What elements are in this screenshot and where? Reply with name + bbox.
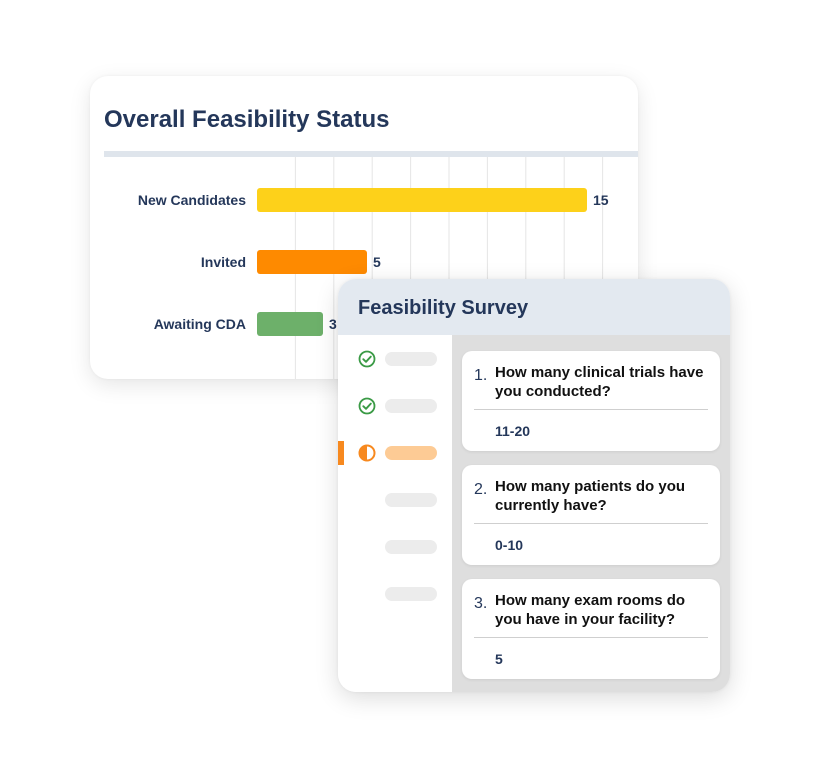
question-divider bbox=[474, 523, 708, 524]
survey-step-bar bbox=[385, 587, 437, 601]
survey-step-2[interactable] bbox=[338, 394, 452, 418]
survey-step-5[interactable] bbox=[338, 535, 452, 559]
question-text: How many exam rooms do you have in your … bbox=[495, 592, 686, 628]
survey-question-list: 1. How many clinical trials have you con… bbox=[452, 335, 730, 692]
survey-step-list bbox=[338, 335, 452, 692]
check-circle-icon bbox=[358, 397, 376, 415]
survey-step-6[interactable] bbox=[338, 582, 452, 606]
chart-bar bbox=[257, 312, 323, 336]
question-divider bbox=[474, 409, 708, 410]
status-card-divider bbox=[104, 151, 638, 157]
survey-header: Feasibility Survey bbox=[338, 279, 730, 335]
question-card-3[interactable]: 3. How many exam rooms do you have in yo… bbox=[462, 579, 720, 679]
question-card-1[interactable]: 1. How many clinical trials have you con… bbox=[462, 351, 720, 451]
survey-step-bar bbox=[385, 540, 437, 554]
chart-bar bbox=[257, 250, 367, 274]
half-circle-icon bbox=[358, 444, 376, 462]
question-answer[interactable]: 11-20 bbox=[495, 423, 531, 439]
chart-category-label: Invited bbox=[201, 254, 246, 270]
chart-value-label: 3 bbox=[329, 316, 337, 332]
survey-step-bar bbox=[385, 493, 437, 507]
question-text: How many patients do you currently have? bbox=[495, 478, 686, 514]
question-answer[interactable]: 5 bbox=[495, 651, 503, 667]
question-number: 3. bbox=[474, 595, 488, 612]
survey-step-4[interactable] bbox=[338, 488, 452, 512]
question-number: 2. bbox=[474, 481, 488, 498]
chart-bar bbox=[257, 188, 587, 212]
question-divider bbox=[474, 637, 708, 638]
feasibility-survey-card: Feasibility Survey bbox=[338, 279, 730, 692]
question-number: 1. bbox=[474, 367, 488, 384]
survey-title: Feasibility Survey bbox=[358, 297, 529, 319]
active-step-marker bbox=[338, 441, 344, 465]
survey-step-1[interactable] bbox=[338, 347, 452, 371]
chart-value-label: 15 bbox=[593, 192, 609, 208]
check-circle-icon bbox=[358, 350, 376, 368]
survey-step-bar bbox=[385, 352, 437, 366]
question-text: How many clinical trials have you conduc… bbox=[495, 364, 704, 400]
chart-value-label: 5 bbox=[373, 254, 381, 270]
question-answer[interactable]: 0-10 bbox=[495, 537, 524, 553]
question-card-2[interactable]: 2. How many patients do you currently ha… bbox=[462, 465, 720, 565]
chart-category-label: Awaiting CDA bbox=[154, 316, 246, 332]
chart-category-label: New Candidates bbox=[138, 192, 246, 208]
status-card-title: Overall Feasibility Status bbox=[104, 106, 390, 133]
survey-step-3-active[interactable] bbox=[338, 441, 452, 465]
survey-step-bar bbox=[385, 446, 437, 460]
survey-step-bar bbox=[385, 399, 437, 413]
